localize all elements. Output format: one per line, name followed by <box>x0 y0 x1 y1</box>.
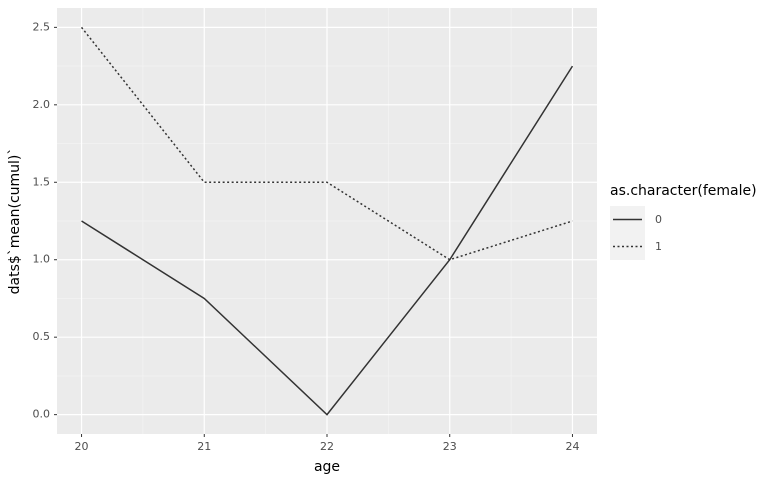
x-tick-label: 23 <box>443 440 457 453</box>
line <box>81 65 574 416</box>
y-tick-label: 1.0 <box>33 253 51 266</box>
y-tick-label: 2.0 <box>33 98 51 111</box>
x-tick-label: 20 <box>75 440 89 453</box>
legend-label: 1 <box>655 240 662 253</box>
legend-label: 0 <box>655 213 662 226</box>
y-tick-label: 1.5 <box>33 175 51 188</box>
y-tick-label: 2.5 <box>33 20 51 33</box>
line <box>80 26 573 261</box>
y-tick-label: 0.0 <box>33 408 51 421</box>
x-tick-label: 24 <box>565 440 579 453</box>
x-axis-title: age <box>314 459 340 475</box>
legend-title: as.character(female) <box>610 183 757 199</box>
x-tick-label: 21 <box>197 440 211 453</box>
x-tick-label: 22 <box>320 440 334 453</box>
y-axis-title: dats$`mean(cumul)` <box>7 148 23 295</box>
y-tick-label: 0.5 <box>33 330 51 343</box>
